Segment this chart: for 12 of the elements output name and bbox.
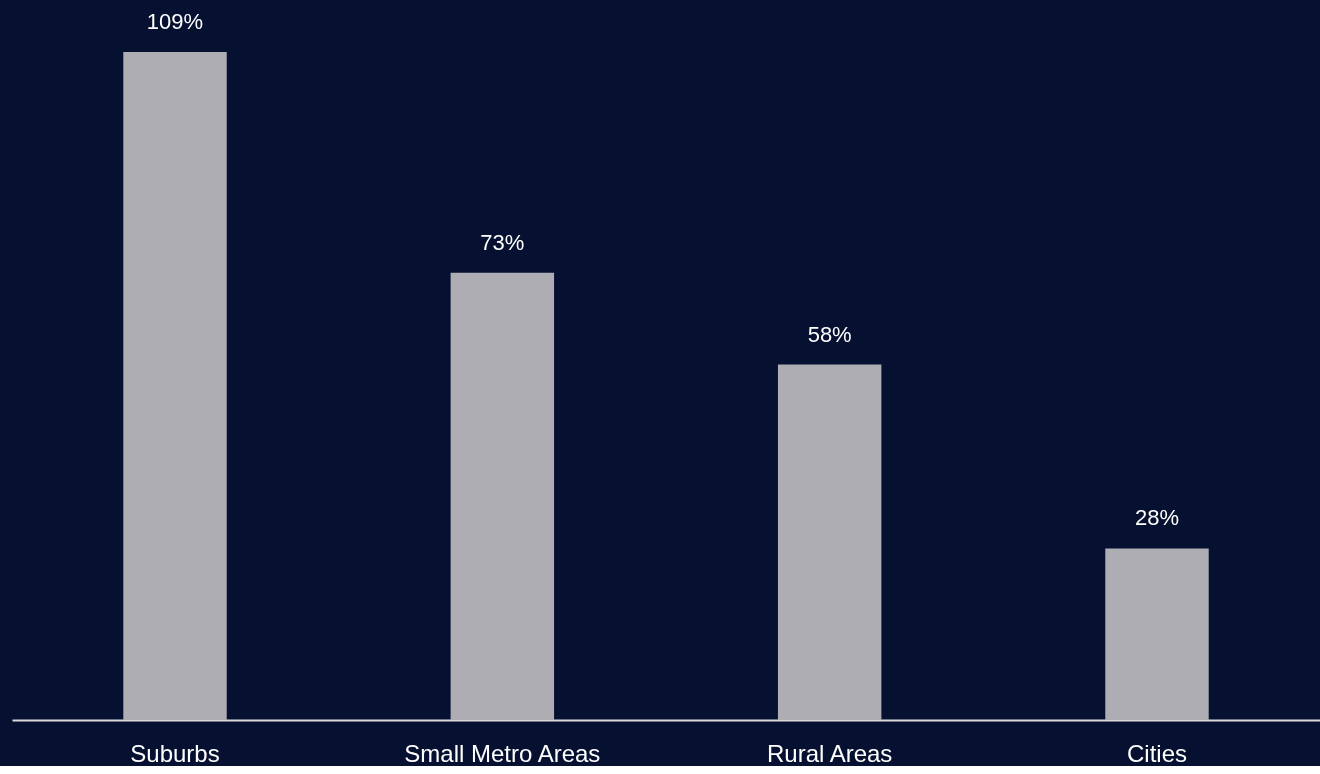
data-label: 73% xyxy=(480,229,525,255)
x-tick-label: Suburbs xyxy=(130,739,220,767)
data-label: 28% xyxy=(1134,505,1180,531)
bar xyxy=(123,52,227,720)
x-tick-label: Small Metro Areas xyxy=(404,739,601,767)
bar xyxy=(450,272,555,720)
data-label: 58% xyxy=(807,321,852,347)
x-tick-label: Cities xyxy=(1126,739,1187,767)
data-label: 109% xyxy=(146,9,204,35)
bar xyxy=(1105,548,1209,720)
x-tick-label: Rural Areas xyxy=(766,739,893,767)
bar xyxy=(777,364,882,720)
